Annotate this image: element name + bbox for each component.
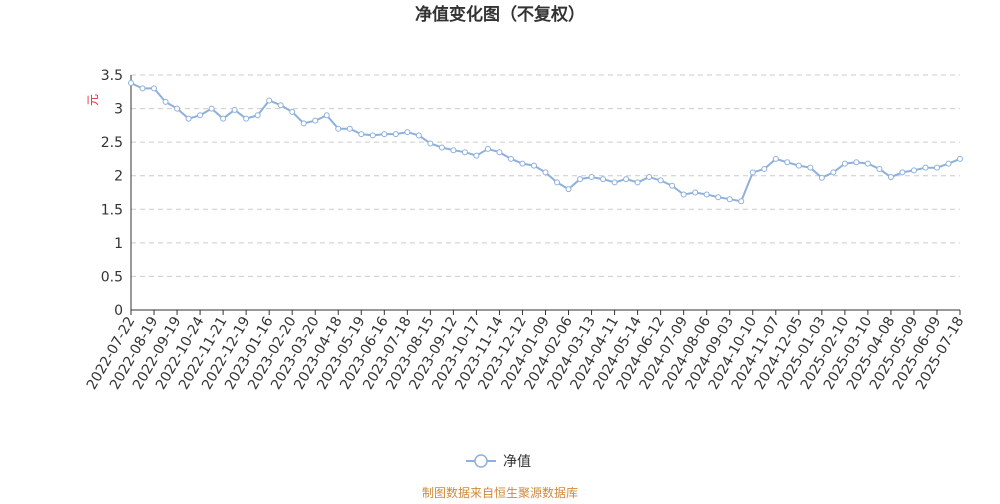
- point: [162, 98, 169, 105]
- point: [312, 117, 319, 124]
- point: [530, 162, 537, 169]
- point: [830, 169, 837, 176]
- point: [496, 149, 503, 156]
- point: [427, 140, 434, 147]
- point: [795, 162, 802, 169]
- legend-label[interactable]: 净值: [503, 454, 531, 470]
- y-tick-label: 3: [114, 102, 123, 118]
- point: [369, 132, 376, 139]
- point: [300, 120, 307, 127]
- point: [945, 160, 952, 167]
- point: [841, 160, 848, 167]
- point: [611, 179, 618, 186]
- point: [208, 105, 215, 112]
- point: [922, 164, 929, 171]
- point: [864, 160, 871, 167]
- point: [335, 125, 342, 132]
- point: [277, 102, 284, 109]
- point: [910, 167, 917, 174]
- point: [450, 147, 457, 154]
- point: [554, 179, 561, 186]
- point: [404, 129, 411, 136]
- y-tick-label: 3.5: [101, 68, 123, 84]
- legend-marker: [474, 454, 488, 468]
- point: [761, 166, 768, 172]
- point: [438, 144, 445, 151]
- point: [577, 176, 584, 183]
- point: [588, 174, 595, 181]
- point: [818, 174, 825, 181]
- point: [749, 169, 756, 176]
- y-axis-label: 元: [86, 94, 100, 106]
- point: [197, 112, 204, 119]
- point: [507, 155, 514, 162]
- point: [646, 174, 653, 181]
- point: [807, 164, 814, 171]
- point: [128, 80, 134, 87]
- y-tick-label: 1.5: [101, 202, 123, 218]
- point: [703, 191, 710, 198]
- y-tick-label: 2.5: [101, 135, 123, 151]
- point: [853, 159, 860, 166]
- point: [415, 132, 422, 139]
- point: [484, 145, 491, 152]
- point: [899, 169, 906, 176]
- point: [289, 108, 296, 115]
- point: [358, 131, 365, 138]
- point: [392, 131, 399, 138]
- point: [692, 189, 699, 196]
- point: [266, 97, 273, 104]
- point: [220, 115, 227, 122]
- chart-title: 净值变化图（不复权）: [415, 4, 585, 25]
- point: [887, 174, 894, 181]
- point: [634, 179, 641, 186]
- point: [461, 149, 468, 156]
- point: [139, 85, 146, 92]
- point: [174, 105, 181, 112]
- point: [381, 131, 388, 138]
- point: [957, 155, 963, 162]
- point: [519, 160, 526, 167]
- point: [565, 186, 572, 193]
- point: [243, 115, 250, 122]
- y-tick-label: 0: [114, 303, 123, 319]
- point: [680, 191, 687, 198]
- point: [185, 115, 192, 122]
- point: [657, 177, 664, 184]
- point: [151, 85, 158, 92]
- footer: 制图数据来自恒生聚源数据库: [422, 485, 578, 500]
- point: [623, 176, 630, 183]
- point: [231, 106, 238, 113]
- point: [254, 112, 261, 119]
- point: [473, 152, 480, 159]
- point: [876, 166, 883, 172]
- point: [715, 194, 722, 201]
- point: [323, 112, 330, 119]
- y-tick-label: 2: [114, 169, 123, 185]
- point: [346, 125, 353, 132]
- point: [772, 155, 779, 162]
- y-tick-label: 0.5: [101, 269, 123, 285]
- point: [669, 182, 676, 189]
- point: [784, 159, 791, 166]
- y-tick-label: 1: [114, 236, 123, 252]
- point: [933, 164, 940, 171]
- point: [542, 169, 549, 176]
- point: [600, 176, 607, 183]
- point: [738, 198, 745, 205]
- point: [726, 196, 733, 203]
